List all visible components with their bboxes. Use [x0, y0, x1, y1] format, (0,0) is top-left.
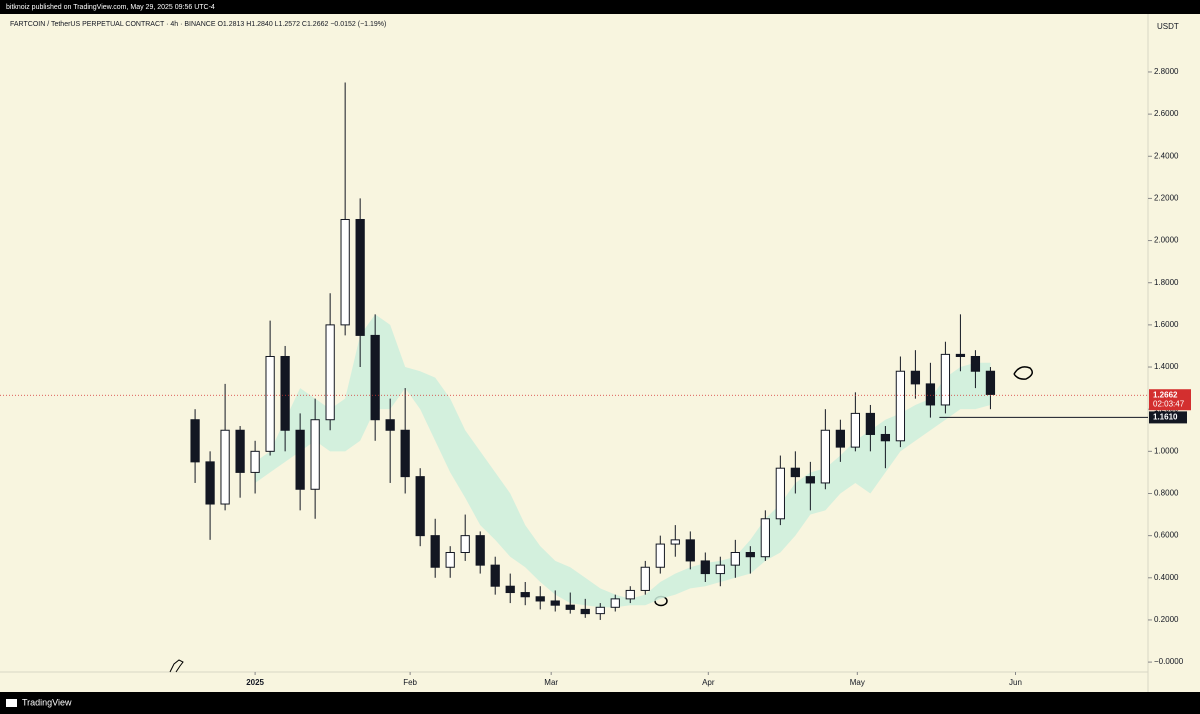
last-price-label: 1.2662	[1153, 390, 1178, 399]
candle-body	[985, 370, 996, 395]
footer: TradingView	[22, 697, 72, 707]
candle-body	[535, 596, 545, 602]
y-tick-label: 0.4000	[1154, 573, 1179, 582]
candle-body	[745, 551, 755, 558]
candle-body	[895, 370, 906, 442]
candle-body	[715, 564, 725, 575]
y-tick-label: 2.8000	[1154, 67, 1179, 76]
candle-body	[490, 564, 500, 587]
candle-body	[385, 419, 395, 431]
y-tick-label: 0.2000	[1154, 615, 1179, 624]
candle-body	[355, 218, 365, 336]
y-tick-label: 1.6000	[1154, 320, 1179, 329]
candle-body	[505, 585, 515, 594]
candle-body	[520, 592, 530, 598]
currency: USDT	[1157, 22, 1179, 31]
candle-body	[955, 353, 966, 357]
y-tick-label: −0.0000	[1154, 657, 1184, 666]
candle-body	[820, 429, 830, 484]
candle-body	[670, 539, 680, 545]
candle-body	[340, 218, 350, 326]
x-tick-label: May	[850, 678, 865, 687]
y-tick-label: 1.8000	[1154, 278, 1179, 287]
candle-body	[760, 518, 770, 558]
candle-body	[835, 429, 845, 448]
x-tick-label: 2025	[246, 678, 264, 687]
candle-body	[625, 589, 635, 600]
candle-body	[580, 608, 590, 615]
candle-body	[685, 539, 695, 562]
candle-body	[475, 535, 485, 566]
level-label: 1.1610	[1153, 413, 1178, 422]
candle-body	[205, 461, 215, 505]
y-tick-label: 0.6000	[1154, 531, 1179, 540]
candle-body	[265, 355, 275, 452]
candle-body	[190, 419, 200, 463]
cloud	[255, 314, 991, 608]
x-tick-label: Feb	[403, 678, 417, 687]
candle-body	[430, 535, 440, 568]
candle-body	[595, 606, 605, 615]
last-price-bg	[1149, 389, 1191, 411]
candle-body	[790, 467, 800, 478]
y-tick-label: 1.4000	[1154, 362, 1179, 371]
candle-body	[250, 450, 260, 473]
candle-body	[880, 433, 891, 442]
y-tick-label: 0.8000	[1154, 489, 1179, 498]
x-tick-label: Apr	[702, 678, 715, 687]
candle-body	[775, 467, 785, 520]
candle-body	[310, 419, 320, 490]
candle-body	[655, 543, 665, 568]
header: bitknoiz published on TradingView.com, M…	[6, 4, 215, 11]
candle-body	[850, 412, 860, 448]
level-label-bg	[1149, 411, 1187, 424]
candle-body	[235, 429, 245, 473]
candle-body	[400, 429, 410, 478]
candle-body	[220, 429, 230, 505]
candle-body	[865, 412, 876, 435]
candle-body	[370, 334, 380, 421]
x-tick-label: Jun	[1009, 678, 1022, 687]
candle-body	[445, 551, 455, 568]
y-tick-label: 2.0000	[1154, 236, 1179, 245]
candle-body	[910, 370, 921, 385]
logo	[6, 699, 17, 707]
x-tick-label: Mar	[544, 678, 558, 687]
candle-body	[565, 604, 575, 610]
chart-background	[0, 14, 1200, 692]
plot: −0.0000 0.2000 0.4000 0.6000 0.8000 1.0000 1.2…	[0, 67, 1191, 687]
candle-body	[970, 355, 981, 372]
candle-body	[700, 560, 710, 575]
candle-body	[640, 566, 650, 591]
y-tick-label: 2.6000	[1154, 109, 1179, 118]
y-tick-label: 2.2000	[1154, 194, 1179, 203]
candle-body	[940, 353, 951, 406]
y-tick-label: 2.4000	[1154, 151, 1179, 160]
annotation-circle	[1013, 366, 1033, 380]
candle-body	[460, 535, 470, 553]
candle-body	[805, 476, 815, 484]
candle-body	[415, 476, 425, 537]
dino-icon	[169, 659, 184, 673]
candle-body	[295, 429, 305, 490]
candle-body	[925, 383, 936, 406]
candle-body	[550, 600, 560, 606]
last-price-timer: 02:03:47	[1153, 399, 1185, 408]
candle-body	[730, 551, 740, 566]
candle-body	[325, 324, 335, 421]
candle-body	[280, 355, 290, 431]
chart-title: FARTCOIN / TetherUS PERPETUAL CONTRACT ·…	[10, 21, 386, 28]
y-tick-label: 1.0000	[1154, 446, 1179, 455]
candle-body	[610, 598, 620, 608]
